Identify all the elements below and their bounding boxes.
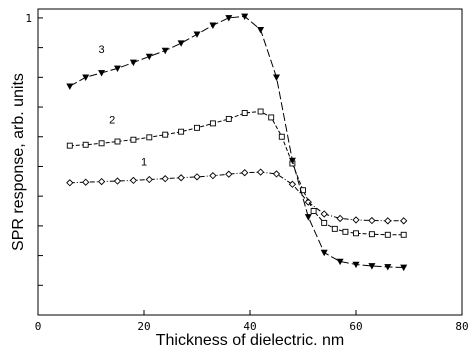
data-point [304,214,312,221]
series-labels: 1 2 3 [99,44,148,169]
data-point [400,264,408,272]
data-point [161,47,169,55]
data-point [113,65,122,73]
data-point [320,249,328,257]
data-point [268,114,275,121]
y-axis-label: SPR response, arb. units [10,73,27,251]
data-point [256,168,265,176]
data-point [145,175,153,184]
data-point [178,128,185,135]
data-point [162,131,169,138]
data-point [97,177,106,186]
data-point [98,70,106,77]
data-point [368,231,375,238]
data-point [400,217,408,225]
data-point [66,142,73,149]
data-point [352,216,360,224]
data-point [241,169,249,177]
data-point [161,175,169,183]
series-label: 2 [109,115,115,127]
data-point [129,59,137,67]
data-point [82,178,90,186]
series-label: 3 [99,44,105,56]
series-3 [66,13,408,272]
data-point [331,225,338,232]
data-point [321,219,328,226]
data-point [194,124,200,131]
data-point [193,31,201,38]
x-tick-label: 0 [35,320,42,333]
data-point [82,74,90,81]
data-point [288,157,296,165]
data-point [272,74,281,81]
data-point [342,228,349,235]
x-tick-label: 60 [349,320,362,333]
data-point [225,115,232,122]
series-2 [66,108,407,238]
data-point [272,170,281,178]
series-line [69,171,404,222]
data-point [384,231,391,238]
series-layer [66,13,408,272]
data-point [257,26,265,34]
data-point [113,177,122,185]
x-tick-label: 80 [455,320,468,333]
y-tick-label: 1 [25,12,32,25]
axis-tick-labels: 0 20 40 60 80 1 [25,12,468,333]
data-point [336,258,344,266]
data-point [352,261,360,269]
data-point [353,230,359,237]
data-point [225,170,233,178]
data-point [129,176,138,185]
data-point [278,133,285,140]
series-line [69,15,404,268]
data-point [66,83,74,90]
data-point [209,172,217,180]
data-point [241,13,249,21]
data-point [82,141,89,148]
data-point [209,22,217,29]
data-point [241,110,248,116]
data-point [400,231,407,238]
series-1 [66,168,408,225]
data-point [320,210,328,218]
data-point [66,179,74,187]
data-point [209,120,216,127]
data-point [368,216,376,225]
axis-ticks [37,17,463,315]
data-point [193,173,201,181]
data-point [310,208,317,214]
data-point [177,40,185,47]
data-point [130,136,137,143]
data-point [98,140,105,147]
x-axis-label: Thickness of dielectric. nm [156,332,345,349]
data-point [146,134,153,141]
x-tick-label: 40 [243,320,256,333]
data-point [288,180,297,188]
data-point [145,53,153,61]
data-point [384,217,392,225]
data-point [257,108,264,115]
data-point [177,174,185,182]
data-point [336,214,344,223]
data-point [114,138,121,145]
data-point [225,15,233,22]
data-point [384,264,392,271]
x-tick-label: 20 [137,320,150,333]
series-label: 1 [141,157,147,169]
data-point [368,263,376,270]
